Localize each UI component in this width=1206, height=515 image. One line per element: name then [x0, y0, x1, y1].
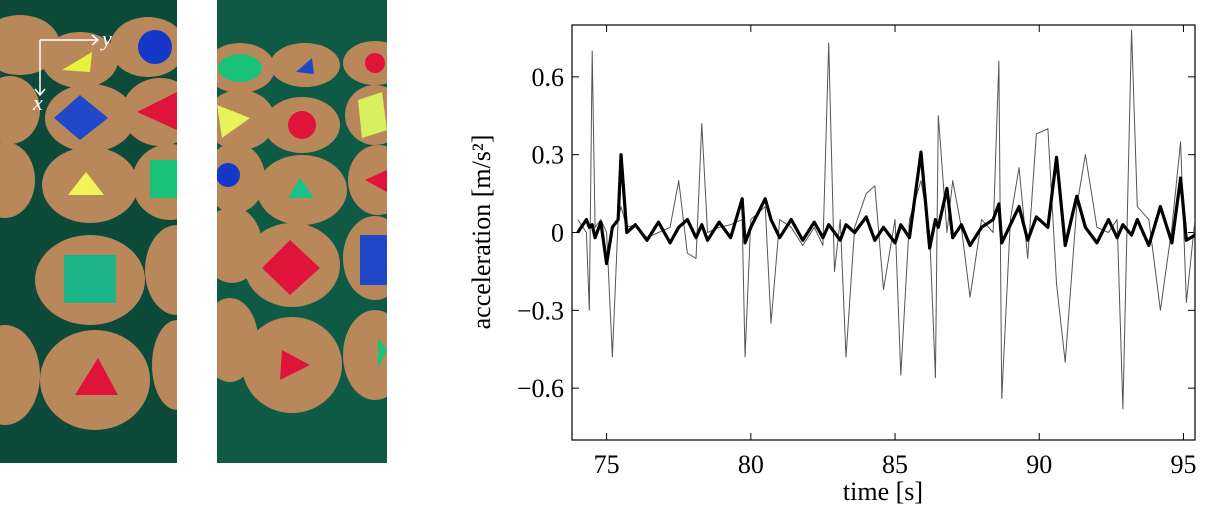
data-line [577, 29, 1195, 410]
x-tick-label: 85 [882, 450, 908, 479]
x-axis-label: time [s] [843, 477, 923, 506]
y-tick-label: 0.3 [532, 141, 565, 170]
x-tick-label: 90 [1026, 450, 1052, 479]
x-tick-label: 80 [738, 450, 764, 479]
y-axis-label: acceleration [m/s²] [467, 135, 496, 330]
photo-left: y x [0, 0, 177, 463]
y-tick-label: 0.6 [532, 63, 565, 92]
data-line [576, 150, 1195, 266]
photo-axis-label: y [100, 26, 112, 51]
photo-axis-label: x [32, 90, 43, 115]
photo-right [217, 0, 387, 463]
x-tick-label: 95 [1170, 450, 1196, 479]
x-tick-label: 75 [594, 450, 620, 479]
y-tick-label: −0.3 [517, 296, 564, 325]
y-tick-label: −0.6 [517, 374, 564, 403]
y-tick-label: 0 [551, 219, 564, 248]
